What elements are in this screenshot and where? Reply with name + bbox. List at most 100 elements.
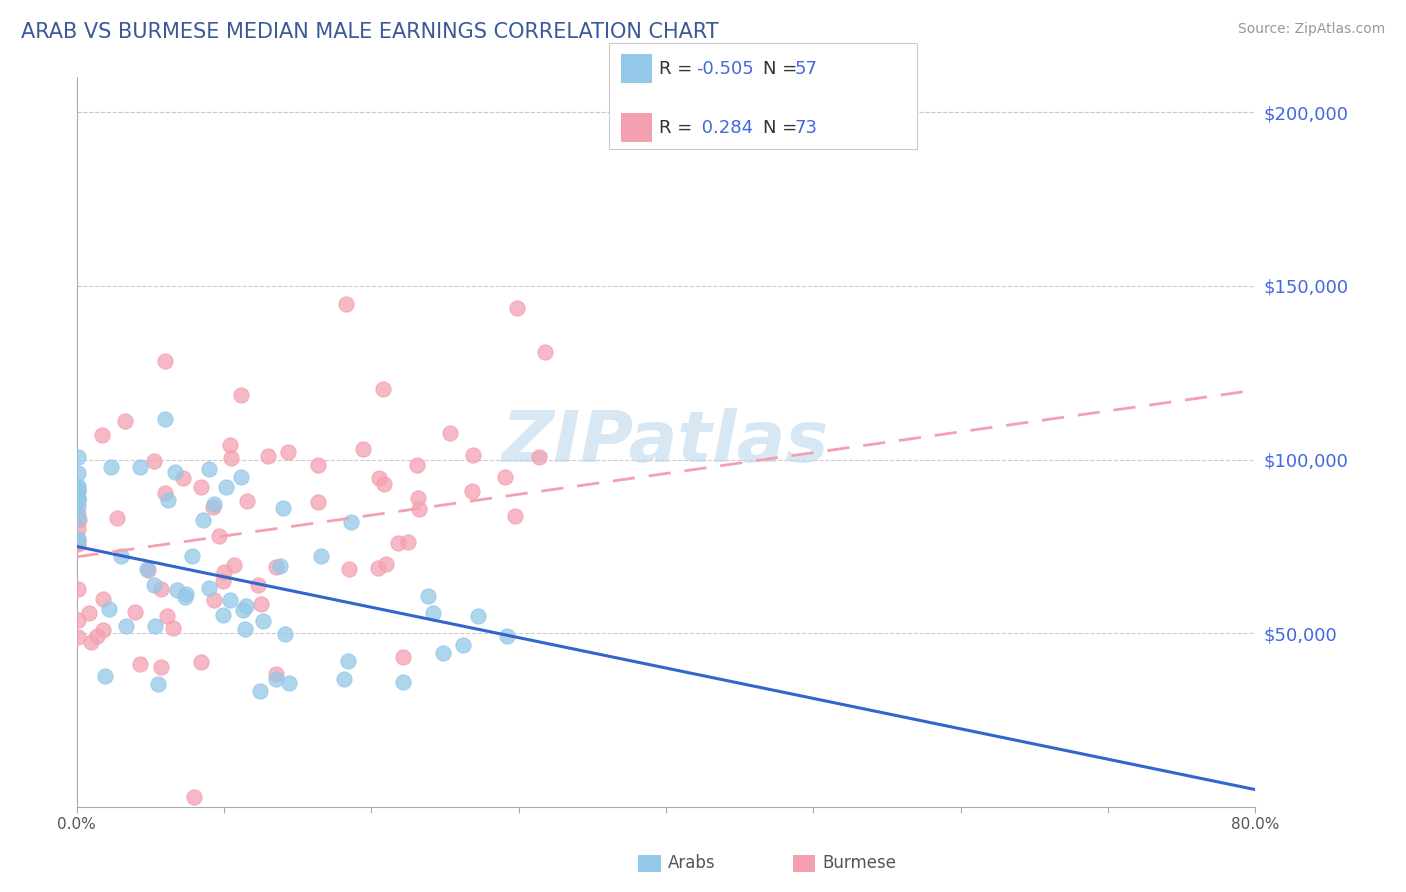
Point	[80, 635, 103, 649]
Point	[201, 500, 224, 514]
Point	[157, 492, 180, 507]
Point	[66, 582, 89, 597]
Point	[252, 614, 274, 628]
Point	[533, 345, 555, 359]
Point	[66, 467, 89, 481]
Point	[233, 622, 256, 636]
Point	[66, 492, 89, 507]
Point	[208, 529, 231, 543]
Text: N =: N =	[763, 60, 803, 78]
Point	[337, 654, 360, 668]
Point	[527, 450, 550, 464]
Point	[277, 676, 299, 690]
Point	[198, 581, 221, 595]
Point	[439, 426, 461, 441]
Point	[269, 558, 291, 573]
Point	[373, 477, 395, 491]
Point	[156, 609, 179, 624]
Point	[467, 609, 489, 624]
Point	[91, 623, 114, 637]
Point	[166, 583, 188, 598]
Point	[136, 562, 159, 576]
Point	[236, 494, 259, 508]
Point	[405, 458, 427, 472]
Point	[183, 789, 205, 804]
Point	[494, 470, 516, 484]
Point	[333, 672, 356, 686]
Point	[66, 537, 89, 551]
Point	[374, 557, 396, 571]
Point	[235, 599, 257, 613]
Point	[219, 451, 242, 466]
Point	[124, 606, 146, 620]
Point	[422, 607, 444, 621]
Point	[77, 607, 100, 621]
Point	[172, 471, 194, 485]
Text: Burmese: Burmese	[823, 855, 897, 872]
Text: R =: R =	[659, 119, 699, 136]
Point	[115, 619, 138, 633]
Point	[91, 427, 114, 442]
Point	[128, 459, 150, 474]
Point	[153, 353, 176, 368]
Point	[93, 669, 115, 683]
Point	[146, 676, 169, 690]
Point	[67, 513, 90, 527]
Point	[337, 561, 360, 575]
Point	[129, 657, 152, 671]
Point	[155, 486, 177, 500]
Point	[271, 500, 294, 515]
Text: ZIPatlas: ZIPatlas	[502, 408, 830, 476]
Point	[214, 480, 236, 494]
Point	[91, 591, 114, 606]
Point	[145, 619, 167, 633]
Point	[408, 491, 430, 506]
Point	[218, 592, 240, 607]
Text: ARAB VS BURMESE MEDIAN MALE EARNINGS CORRELATION CHART: ARAB VS BURMESE MEDIAN MALE EARNINGS COR…	[21, 22, 718, 42]
Text: 73: 73	[794, 119, 817, 136]
Point	[307, 458, 329, 472]
Point	[66, 535, 89, 549]
Point	[202, 592, 225, 607]
Point	[229, 470, 252, 484]
Point	[416, 590, 439, 604]
Point	[190, 655, 212, 669]
Point	[391, 649, 413, 664]
Point	[66, 483, 89, 498]
Point	[256, 450, 278, 464]
Point	[66, 630, 89, 644]
Point	[202, 497, 225, 511]
Text: R =: R =	[659, 60, 699, 78]
Point	[98, 602, 121, 616]
Point	[211, 608, 233, 623]
Point	[66, 482, 89, 496]
Point	[66, 493, 89, 508]
Point	[461, 448, 484, 462]
Point	[273, 627, 295, 641]
Point	[214, 565, 236, 579]
Point	[232, 603, 254, 617]
Point	[136, 563, 159, 577]
Point	[506, 301, 529, 315]
Point	[86, 629, 108, 643]
Point	[176, 587, 198, 601]
Point	[174, 590, 197, 604]
Point	[368, 470, 391, 484]
Point	[222, 558, 245, 572]
Point	[142, 578, 165, 592]
Point	[66, 533, 89, 547]
Text: N =: N =	[763, 119, 803, 136]
Point	[387, 536, 409, 550]
Point	[66, 479, 89, 493]
Point	[496, 629, 519, 643]
Point	[249, 684, 271, 698]
Point	[66, 450, 89, 464]
Point	[340, 515, 363, 529]
Text: 57: 57	[794, 60, 817, 78]
Point	[218, 438, 240, 452]
Point	[432, 646, 454, 660]
Point	[231, 387, 253, 401]
Point	[367, 560, 389, 574]
Point	[307, 495, 329, 509]
Point	[66, 491, 89, 506]
